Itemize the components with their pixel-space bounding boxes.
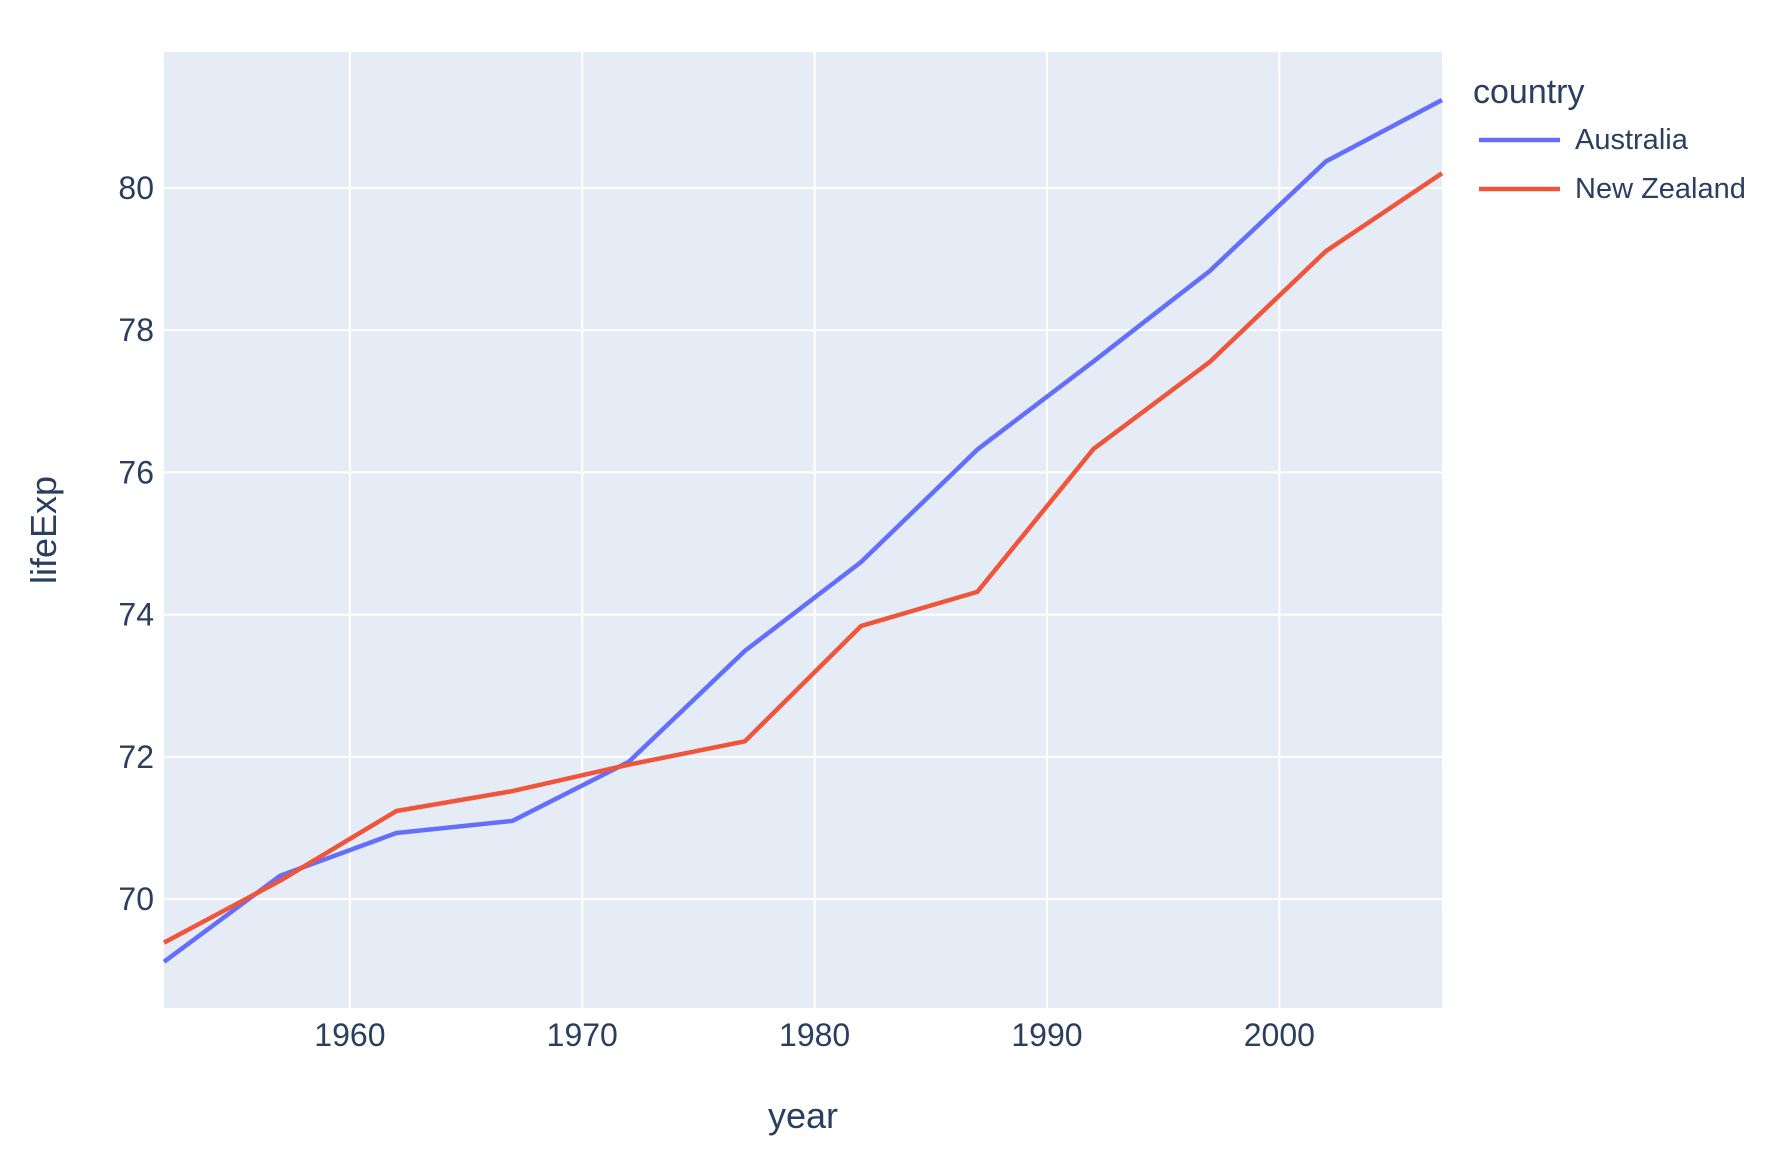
series-lines (162, 98, 1444, 964)
legend-item-new-zealand[interactable]: New Zealand (1479, 173, 1746, 205)
series-line-new-zealand[interactable] (162, 171, 1444, 945)
gridlines (164, 52, 1442, 1008)
plot-area[interactable] (164, 52, 1442, 1008)
x-tick-label: 1970 (547, 1017, 618, 1053)
legend-title: country (1473, 73, 1585, 111)
y-tick-label: 78 (118, 312, 154, 348)
y-tick-label: 72 (118, 739, 154, 775)
legend-item-label: Australia (1575, 124, 1689, 156)
x-axis-title: year (768, 1095, 838, 1136)
series-line-australia[interactable] (162, 98, 1444, 964)
legend-item-label: New Zealand (1575, 173, 1746, 205)
legend: country Australia New Zealand (1473, 73, 1746, 205)
y-tick-label: 76 (118, 454, 154, 490)
legend-items: Australia New Zealand (1479, 124, 1746, 205)
y-axis-title: lifeExp (23, 476, 64, 584)
y-axis-tick-labels: 70 72 74 76 78 80 (118, 170, 154, 917)
x-tick-label: 1990 (1011, 1017, 1082, 1053)
y-tick-label: 80 (118, 170, 154, 206)
legend-item-australia[interactable]: Australia (1479, 124, 1689, 156)
y-tick-label: 74 (118, 597, 154, 633)
y-tick-label: 70 (118, 881, 154, 917)
x-axis-tick-labels: 1960 1970 1980 1990 2000 (314, 1017, 1315, 1053)
x-tick-label: 1980 (779, 1017, 850, 1053)
x-tick-label: 2000 (1244, 1017, 1315, 1053)
x-tick-label: 1960 (314, 1017, 385, 1053)
